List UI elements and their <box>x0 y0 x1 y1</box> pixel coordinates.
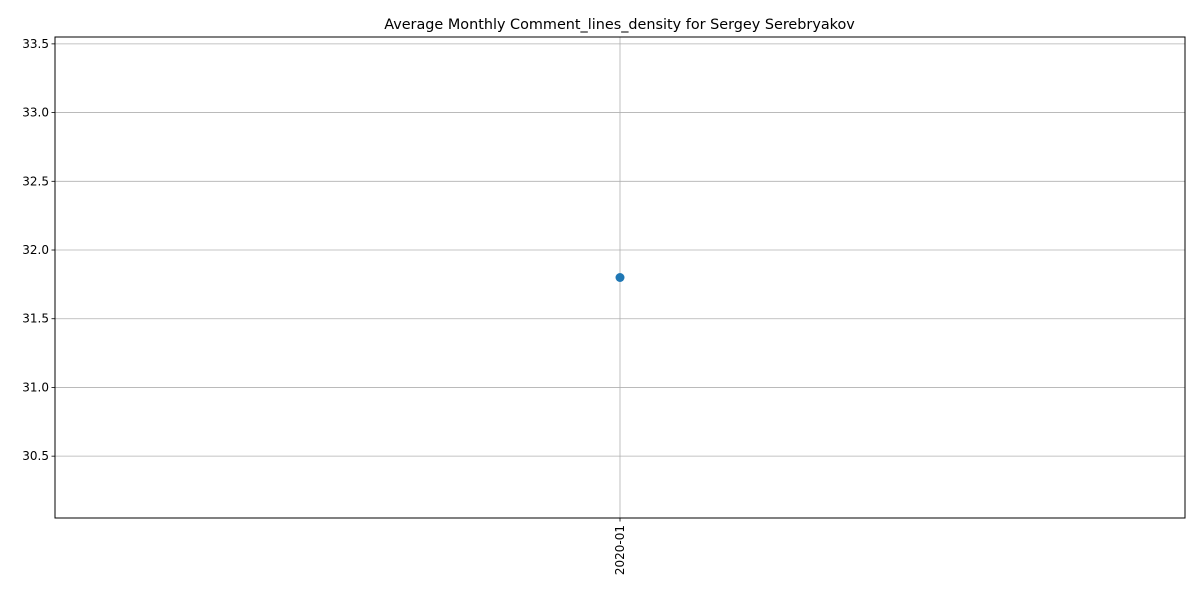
grid-lines <box>55 37 1185 518</box>
x-tick-label: 2020-01 <box>613 525 627 575</box>
y-tick-label: 30.5 <box>22 449 49 463</box>
y-tick-label: 31.5 <box>22 312 49 326</box>
x-axis: 2020-01 <box>613 518 627 575</box>
y-tick-label: 32.0 <box>22 243 49 257</box>
chart-title: Average Monthly Comment_lines_density fo… <box>384 17 855 33</box>
data-point-marker <box>615 273 625 282</box>
y-tick-label: 33.5 <box>22 37 49 51</box>
series-layer <box>615 273 625 282</box>
y-tick-label: 32.5 <box>22 174 49 188</box>
y-axis: 30.5 31.0 31.5 32.0 32.5 33.0 33.5 <box>22 37 55 463</box>
y-tick-label: 31.0 <box>22 380 49 394</box>
y-tick-label: 33.0 <box>22 106 49 120</box>
